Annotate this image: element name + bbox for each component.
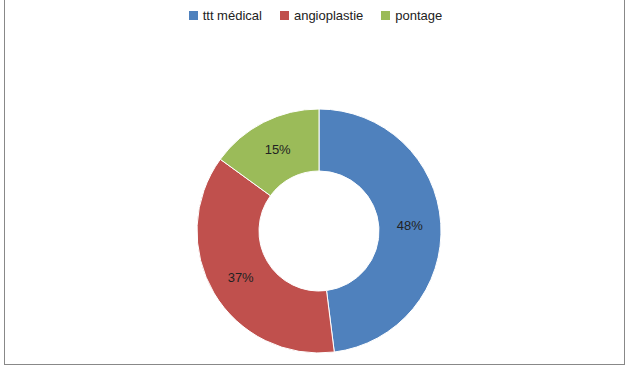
html-text:pontage: pontage xyxy=(395,8,443,23)
svg-text:37%: 37% xyxy=(228,270,254,285)
svg-text:15%: 15% xyxy=(265,142,291,157)
svg-text:48%: 48% xyxy=(397,218,423,233)
html-text:angioplastie: angioplastie xyxy=(293,8,364,23)
html-text:ttt médical: ttt médical xyxy=(202,8,262,23)
